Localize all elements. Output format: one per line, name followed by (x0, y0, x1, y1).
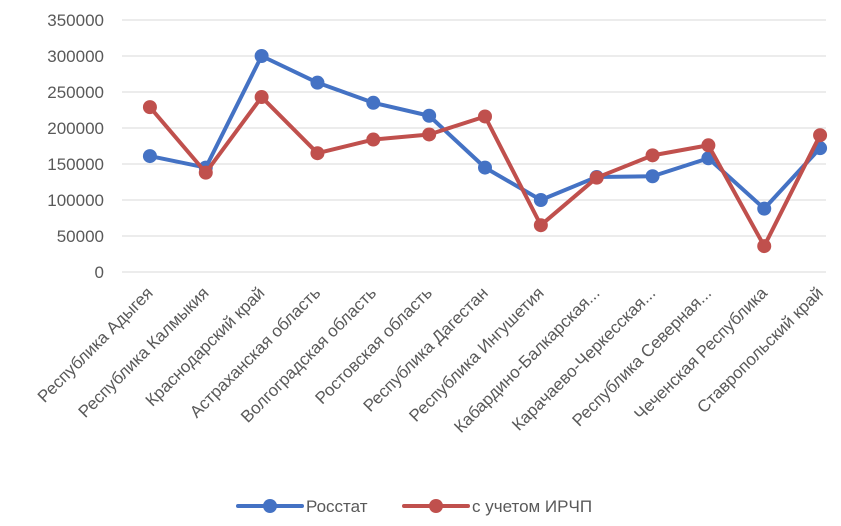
data-point (310, 146, 325, 161)
data-point (589, 170, 604, 185)
data-point (198, 165, 213, 180)
data-point (422, 127, 437, 142)
y-tick-label: 350000 (47, 11, 104, 30)
data-point (701, 138, 716, 153)
data-point (757, 239, 772, 254)
legend: Росстат с учетом ИРЧП (236, 497, 592, 516)
legend-label: с учетом ИРЧП (472, 497, 592, 516)
data-point (645, 169, 660, 184)
data-point (366, 132, 381, 147)
legend-label: Росстат (306, 497, 368, 516)
data-point (142, 149, 157, 164)
data-point (254, 49, 269, 63)
data-point (645, 148, 660, 163)
data-point (533, 193, 548, 207)
y-axis-tick-labels: 0 50000 100000 150000 200000 250000 300000 3500… (47, 11, 104, 282)
series-lines (142, 49, 828, 254)
data-point (533, 218, 548, 233)
data-point (254, 90, 269, 105)
legend-marker (263, 499, 277, 513)
y-tick-label: 150000 (47, 155, 104, 174)
data-point (310, 75, 325, 90)
y-tick-label: 50000 (57, 227, 104, 246)
y-tick-label: 250000 (47, 83, 104, 102)
data-point (422, 108, 437, 123)
legend-marker (429, 499, 443, 513)
y-tick-label: 0 (95, 263, 104, 282)
data-point (142, 100, 157, 115)
y-tick-label: 100000 (47, 191, 104, 210)
data-point (813, 128, 828, 143)
data-point (478, 160, 492, 175)
data-point (366, 95, 381, 110)
y-tick-label: 300000 (47, 47, 104, 66)
y-tick-label: 200000 (47, 119, 104, 138)
data-point (757, 201, 772, 216)
series-line (147, 54, 823, 211)
data-point (478, 109, 492, 124)
series-2 (142, 90, 828, 254)
series-1 (142, 49, 828, 216)
